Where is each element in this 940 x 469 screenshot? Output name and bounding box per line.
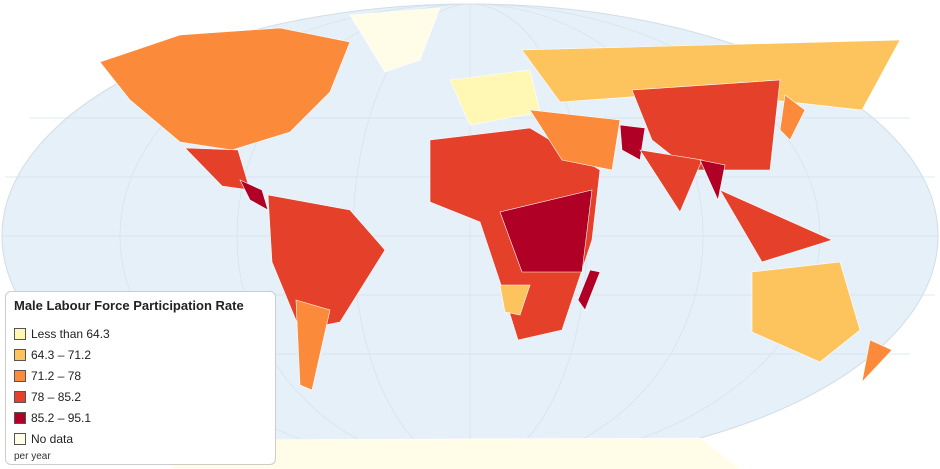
- legend-label: 71.2 – 78: [31, 368, 82, 383]
- country: [529, 109, 621, 171]
- legend-label: 64.3 – 71.2: [31, 347, 92, 362]
- country: [779, 94, 806, 141]
- country: [577, 269, 601, 311]
- legend-swatch: [14, 348, 26, 361]
- legend-swatch: [14, 327, 26, 340]
- legend-item: 85.2 – 95.1: [14, 407, 267, 428]
- country: [295, 299, 331, 391]
- countries: [99, 7, 901, 469]
- country: [521, 39, 901, 111]
- country: [619, 124, 646, 161]
- legend-item: 71.2 – 78: [14, 365, 267, 386]
- country: [499, 189, 593, 273]
- legend-items: Less than 64.3 64.3 – 71.2 71.2 – 78 78 – 8…: [14, 323, 267, 449]
- legend-title: Male Labour Force Participation Rate: [14, 298, 244, 313]
- legend-label: Less than 64.3: [31, 326, 110, 341]
- country: [99, 27, 351, 151]
- legend-item: No data: [14, 428, 267, 449]
- legend-swatch: [14, 432, 26, 445]
- country: [267, 194, 386, 331]
- legend-item: 78 – 85.2: [14, 386, 267, 407]
- country: [239, 179, 269, 211]
- country: [719, 189, 833, 263]
- country: [751, 261, 861, 363]
- country: [699, 159, 726, 201]
- country: [861, 339, 893, 383]
- legend-item: 64.3 – 71.2: [14, 344, 267, 365]
- legend-item: Less than 64.3: [14, 323, 267, 344]
- legend-swatch: [14, 411, 26, 424]
- legend-label: No data: [31, 431, 74, 446]
- legend-swatch: [14, 369, 26, 382]
- legend-label: 85.2 – 95.1: [31, 410, 92, 425]
- legend-swatch: [14, 390, 26, 403]
- country: [499, 284, 531, 316]
- country: [639, 149, 703, 213]
- legend-label: 78 – 85.2: [31, 389, 82, 404]
- note: per year: [14, 451, 51, 462]
- legend: Male Labour Force Participation Rate Les…: [5, 291, 276, 465]
- country: [349, 7, 441, 73]
- country: [631, 79, 781, 171]
